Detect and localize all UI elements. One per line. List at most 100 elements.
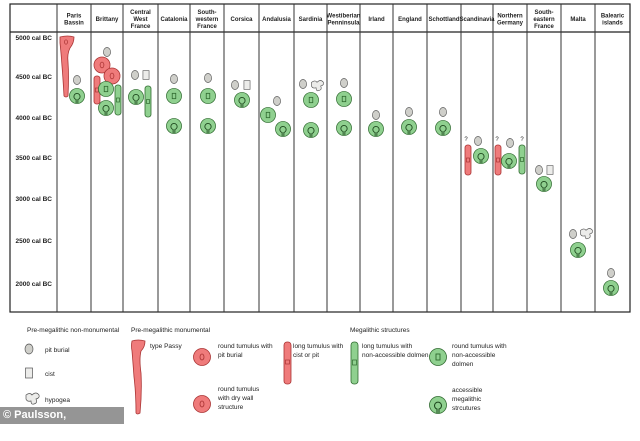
column-header: South- — [198, 10, 217, 16]
accessible-megalithic-icon — [233, 91, 251, 109]
legend-round-pit-2: pit burial — [218, 352, 243, 359]
accessible-megalithic-icon — [199, 117, 217, 135]
legend-dry-wall-1: round tumulus — [218, 386, 260, 393]
chronology-table — [9, 3, 631, 313]
cist-icon — [142, 70, 150, 80]
column-header: Scandinavia — [459, 17, 495, 23]
type-passy-icon — [59, 35, 75, 98]
accessible-megalithic-icon — [603, 280, 619, 296]
column-header: islands — [602, 21, 623, 27]
column-header: Paris — [67, 14, 82, 20]
pit-burial-icon — [73, 75, 81, 85]
pit-burial-icon — [405, 107, 413, 117]
legend-hypogea: hypogea — [45, 397, 70, 404]
accessible-megalithic-icon — [429, 396, 447, 414]
long-tumulus-cist-icon — [464, 144, 472, 176]
accessible-megalithic-icon — [473, 147, 489, 165]
time-axis-label: 3500 cal BC — [16, 155, 53, 162]
type-passy-icon — [131, 339, 146, 415]
time-axis-label: 4500 cal BC — [16, 74, 53, 81]
column-header: Central — [130, 10, 151, 16]
legend: Pre-megalithic non-monumental pit burial… — [24, 327, 507, 415]
accessible-megalithic-icon — [501, 152, 517, 170]
pit-burial-icon — [607, 268, 615, 278]
legend-type-passy: type Passy — [150, 343, 183, 350]
legend-long-dolmen-1: long tumulus with — [362, 343, 413, 350]
legend-title-monumental: Pre-megalithic monumental — [131, 327, 211, 334]
column-header: West — [133, 17, 147, 23]
accessible-megalithic-icon — [303, 121, 319, 139]
cist-icon — [546, 165, 554, 175]
legend-long-dolmen-2: non-accessible dolmen — [362, 352, 429, 359]
time-axis-label: 2000 cal BC — [16, 281, 53, 288]
pit-burial-icon — [131, 70, 139, 80]
pit-burial-icon — [299, 79, 307, 89]
time-axis-label: 4000 cal BC — [16, 115, 53, 122]
hypogea-icon — [25, 392, 40, 405]
time-axis-label: 5000 cal BC — [16, 35, 53, 42]
legend-dry-wall-2: with dry wall — [217, 395, 254, 402]
round-tumulus-pit-icon — [193, 348, 211, 366]
pit-burial-icon — [103, 47, 111, 57]
accessible-megalithic-icon — [368, 120, 384, 138]
column-header: Sardinia — [299, 17, 323, 23]
pit-burial-icon — [372, 110, 380, 120]
column-header: Brittany — [96, 17, 119, 23]
uncertain-mark: ? — [464, 137, 468, 143]
legend-title-megalithic: Megalithic structures — [350, 327, 410, 334]
column-header: Malta — [570, 17, 586, 23]
column-header: Bassin — [64, 21, 84, 27]
pit-burial-icon — [273, 96, 281, 106]
uncertain-mark: ? — [495, 137, 499, 143]
round-tumulus-dolmen-icon — [98, 81, 114, 97]
column-header: western — [195, 17, 219, 23]
round-tumulus-dolmen-icon — [336, 91, 352, 107]
column-header: Penninsula — [327, 21, 360, 27]
accessible-megalithic-icon — [401, 118, 417, 136]
accessible-megalithic-icon — [536, 175, 552, 193]
column-header: Northern — [497, 14, 523, 20]
legend-round-dolmen-3: dolmen — [452, 361, 474, 368]
legend-cist: cist — [45, 371, 55, 378]
column-header: eastern — [533, 17, 555, 23]
legend-accessible-1: accessible — [452, 387, 483, 394]
pit-burial-icon — [439, 107, 447, 117]
accessible-megalithic-icon — [336, 119, 352, 137]
legend-pit-burial: pit burial — [45, 347, 70, 354]
accessible-megalithic-icon — [435, 119, 451, 137]
legend-dry-wall-3: structure — [218, 404, 244, 411]
round-tumulus-dolmen-icon — [260, 107, 276, 123]
column-header: Corsica — [230, 17, 253, 23]
legend-round-dolmen-1: round tumulus with — [452, 343, 507, 350]
long-tumulus-cist-icon — [283, 341, 292, 385]
pit-burial-icon — [535, 165, 543, 175]
column-header: Andalusia — [262, 17, 291, 23]
time-axis-label: 3000 cal BC — [16, 196, 53, 203]
round-tumulus-dolmen-icon — [200, 88, 216, 104]
round-tumulus-dolmen-icon — [303, 92, 319, 108]
column-header: Balearic — [601, 14, 625, 20]
round-tumulus-dolmen-icon — [166, 88, 182, 104]
cist-icon — [243, 80, 251, 90]
cist-icon — [25, 367, 33, 379]
long-tumulus-cist-icon — [494, 144, 502, 176]
round-tumulus-dry-wall-icon — [193, 395, 211, 413]
column-header: Catalonia — [160, 17, 188, 23]
accessible-megalithic-icon — [68, 87, 86, 105]
pit-burial-icon — [474, 136, 482, 146]
column-header: Germany — [497, 21, 524, 27]
accessible-megalithic-icon — [165, 117, 183, 135]
legend-title-non-monumental: Pre-megalithic non-monumental — [27, 327, 120, 334]
hypogea-icon — [311, 80, 324, 92]
legend-long-cist-1: long tumulus with — [293, 343, 344, 350]
column-header: France — [534, 24, 554, 30]
column-header: South- — [535, 10, 554, 16]
pit-burial-icon — [506, 138, 514, 148]
round-tumulus-dolmen-icon — [429, 348, 447, 366]
hypogea-icon — [580, 228, 593, 240]
column-header: France — [197, 24, 217, 30]
pit-burial-icon — [170, 74, 178, 84]
column-header: Westiberian — [327, 14, 361, 20]
uncertain-mark: ? — [520, 137, 524, 143]
